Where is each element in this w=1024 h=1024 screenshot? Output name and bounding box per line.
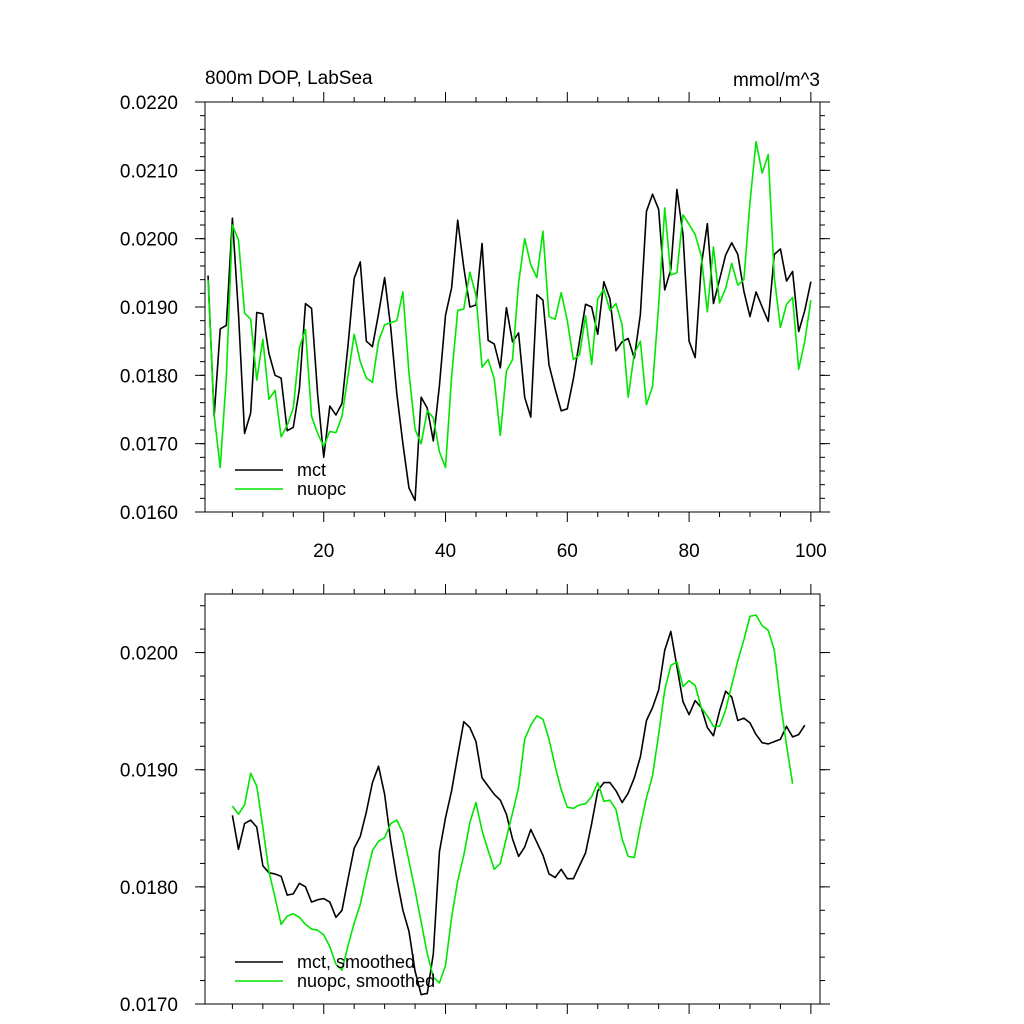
ytick-label: 0.0200 — [120, 644, 178, 665]
top-ytick-labels: 0.0160 0.0170 0.0180 0.0190 0.0200 0.0210 0.02… — [120, 93, 178, 524]
ytick-label: 0.0170 — [120, 995, 178, 1016]
ytick-label: 0.0180 — [120, 878, 178, 899]
top-series — [207, 140, 812, 502]
top-xtick-labels: 20 40 60 80 100 — [313, 541, 827, 562]
bottom-plot-frame — [204, 593, 821, 1005]
bottom-ytick-labels: 0.0170 0.0180 0.0190 0.0200 — [120, 644, 178, 1016]
legend-label: nuopc — [297, 479, 346, 499]
ytick-label: 0.0190 — [120, 298, 178, 319]
legend-label: mct — [297, 460, 326, 480]
bottom-grid-ticks — [195, 584, 830, 1014]
ytick-label: 0.0200 — [120, 230, 178, 251]
top-grid-ticks — [195, 92, 830, 522]
series-line-nuopc-smoothed — [231, 614, 794, 984]
ytick-label: 0.0180 — [120, 366, 178, 387]
bottom-panel: 0.0170 0.0180 0.0190 0.0200 mct, smoothednu… — [120, 584, 830, 1016]
series-line-mct-smoothed — [231, 630, 806, 996]
ytick-label: 0.0220 — [120, 93, 178, 114]
top-chart-title: 800m DOP, LabSea — [205, 68, 373, 89]
ytick-label: 0.0190 — [120, 761, 178, 782]
legend-label: nuopc, smoothed — [297, 971, 435, 991]
xtick-label: 60 — [557, 541, 578, 562]
ytick-label: 0.0160 — [120, 503, 178, 524]
xtick-label: 80 — [679, 541, 700, 562]
top-panel: 800m DOP, LabSea mmol/m^3 0.01600.01700.… — [120, 68, 830, 562]
top-chart-units: mmol/m^3 — [733, 70, 820, 91]
top-plot-frame — [204, 101, 821, 513]
ytick-label: 0.0210 — [120, 161, 178, 182]
series-line-nuopc — [207, 140, 812, 469]
legend-label: mct, smoothed — [297, 952, 415, 972]
xtick-label: 20 — [313, 541, 334, 562]
xtick-label: 100 — [795, 541, 827, 562]
bottom-series — [231, 614, 806, 996]
xtick-label: 40 — [435, 541, 456, 562]
series-line-mct — [207, 188, 812, 502]
ytick-label: 0.0170 — [120, 435, 178, 456]
